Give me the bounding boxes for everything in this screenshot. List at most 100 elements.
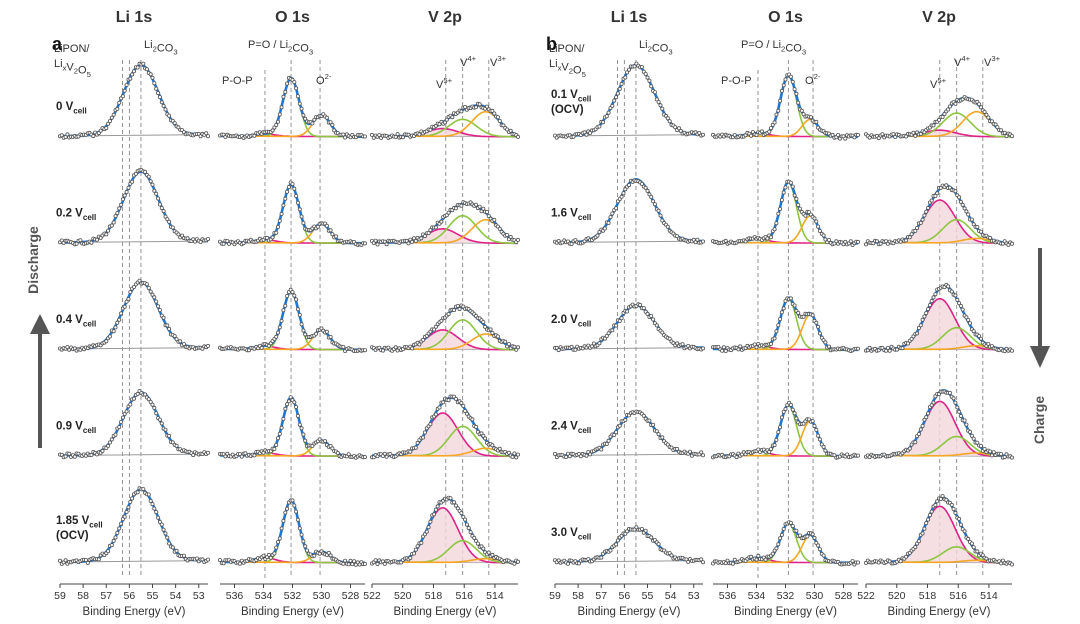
data-point [975, 549, 980, 554]
data-point [720, 348, 725, 353]
data-point [913, 228, 918, 233]
label-part: 2 [648, 44, 652, 53]
data-point [463, 409, 468, 414]
data-point [701, 132, 706, 137]
data-point [946, 107, 951, 112]
label-part: CO [292, 42, 309, 54]
tick-label: 528 [835, 590, 853, 602]
data-point [408, 556, 413, 561]
data-point [957, 516, 962, 521]
data-point [466, 526, 471, 531]
panel-letter-a: a [52, 34, 63, 54]
data-point [916, 539, 921, 544]
data-point [979, 229, 984, 234]
data-point [776, 323, 781, 328]
data-point [433, 507, 438, 512]
data-point [660, 106, 665, 111]
label-part: 3.0 V [551, 527, 578, 539]
v5-fill [866, 298, 1012, 350]
data-point [730, 561, 735, 566]
data-point [909, 232, 914, 237]
label-part: 0.4 V [56, 314, 83, 326]
data-point [506, 341, 511, 346]
data-point [275, 436, 280, 441]
label-part: 0.1 V [551, 89, 578, 101]
tick-label: 520 [394, 590, 412, 602]
data-point [516, 345, 521, 350]
data-point [935, 499, 940, 504]
data-point [181, 553, 186, 558]
data-point [778, 425, 783, 430]
discharge-label: Discharge [25, 226, 41, 294]
tick-label: 59 [549, 590, 561, 602]
data-point [463, 105, 468, 110]
data-point [876, 136, 881, 141]
data-point [441, 400, 446, 405]
data-point [641, 413, 646, 418]
data-point [651, 317, 656, 322]
data-point [479, 209, 484, 214]
label-part: 0 V [56, 101, 74, 113]
data-point [275, 119, 280, 124]
data-point [294, 193, 299, 198]
data-point [352, 559, 357, 564]
data-point [146, 492, 151, 497]
label-part: V [436, 79, 444, 91]
data-point [225, 239, 230, 244]
data-point [362, 455, 367, 460]
data-point [995, 125, 1000, 130]
data-point [749, 554, 754, 559]
data-point [639, 527, 644, 532]
data-point [126, 296, 131, 301]
column-title: V 2p [922, 9, 956, 26]
data-point [304, 548, 309, 553]
data-point [606, 110, 611, 115]
data-point [962, 418, 967, 423]
label-part: cell [578, 94, 591, 103]
label-part: 4+ [961, 54, 970, 63]
data-point [878, 241, 883, 246]
data-point [439, 219, 444, 224]
label-part: 1.6 V [551, 208, 578, 220]
data-point [991, 450, 996, 455]
data-point [78, 238, 83, 243]
data-point [154, 86, 159, 91]
data-point [645, 188, 650, 193]
data-point [951, 506, 956, 511]
label-part: 0.9 V [56, 421, 83, 433]
data-point [473, 202, 478, 207]
data-point [135, 391, 140, 396]
data-point [106, 549, 111, 554]
column-title: V 2p [428, 9, 462, 26]
data-point [163, 427, 168, 432]
data-point [989, 119, 994, 124]
data-point [459, 400, 464, 405]
data-point [918, 427, 923, 432]
data-point [301, 328, 306, 333]
data-point [597, 341, 602, 346]
data-point [464, 411, 469, 416]
data-point [148, 179, 153, 184]
data-point [492, 111, 497, 116]
data-point [588, 452, 593, 457]
data-point [277, 536, 282, 541]
annotation: LixV2O5 [54, 58, 91, 79]
data-point [428, 422, 433, 427]
data-point [1010, 348, 1015, 353]
data-point [490, 108, 495, 113]
data-point [856, 346, 861, 351]
tick-label: 57 [100, 590, 112, 602]
data-point [477, 204, 482, 209]
data-point [157, 202, 162, 207]
data-point [584, 132, 589, 137]
data-point [904, 554, 909, 559]
data-point [891, 132, 896, 137]
data-point [100, 448, 105, 453]
data-point [150, 402, 155, 407]
annotation: O2- [805, 72, 821, 87]
data-point [823, 448, 828, 453]
data-point [283, 196, 288, 201]
data-point [623, 187, 628, 192]
data-point [639, 65, 644, 70]
tick-label: 528 [342, 590, 360, 602]
